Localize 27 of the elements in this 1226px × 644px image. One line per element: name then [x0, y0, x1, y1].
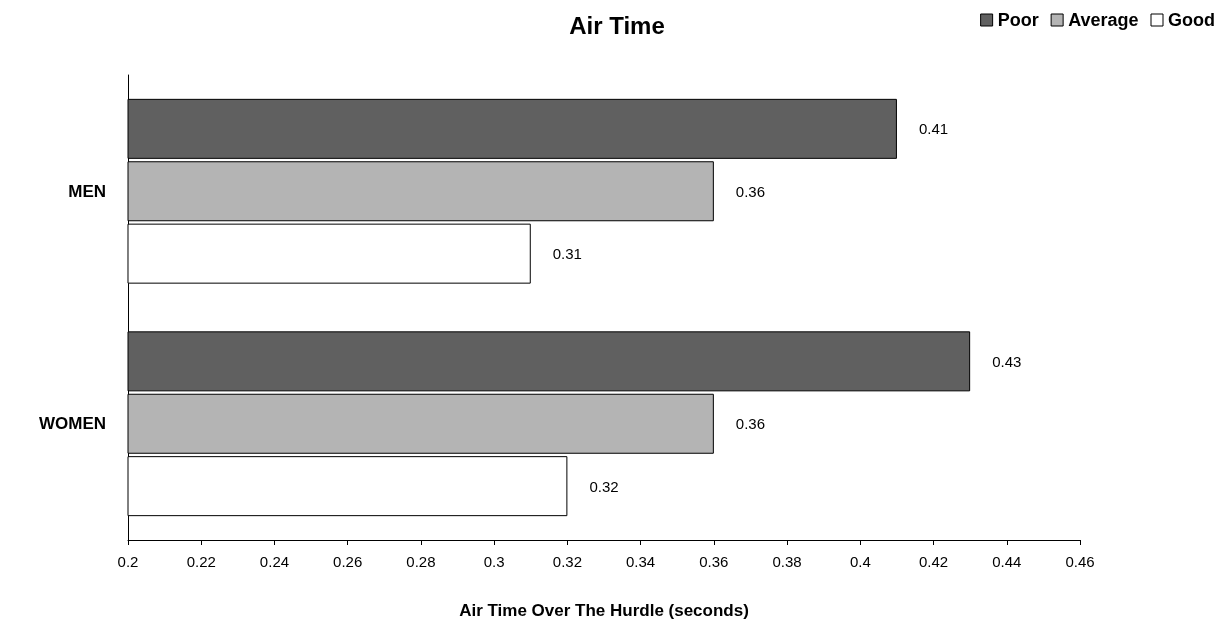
data-label: 0.36: [735, 415, 766, 433]
data-label: 0.36: [735, 182, 766, 200]
x-tick-label: 0.44: [992, 553, 1022, 570]
x-tick-label: 0.34: [626, 553, 656, 570]
data-label: 0.43: [992, 352, 1022, 370]
x-tick-label: 0.42: [918, 553, 949, 570]
data-label: 0.31: [552, 245, 582, 263]
x-tick-label: 0.26: [333, 553, 363, 570]
x-tick-label: 0.46: [1065, 553, 1095, 570]
x-tick-label: 0.38: [772, 553, 802, 570]
x-tick-label: 0.36: [699, 553, 729, 570]
x-tick-label: 0.32: [552, 553, 582, 570]
x-tick-label: 0.22: [186, 553, 216, 570]
data-label: 0.32: [589, 477, 619, 495]
x-tick-label: 0.2: [117, 553, 139, 570]
data-label: 0.41: [918, 120, 949, 138]
legend-label: Poor: [997, 10, 1039, 30]
x-tick-label: 0.28: [406, 553, 436, 570]
chart-title: Air Time: [569, 11, 665, 39]
x-axis-title: Air Time Over The Hurdle (seconds): [459, 601, 749, 620]
x-tick-label: 0.4: [849, 553, 871, 570]
x-tick-label: 0.24: [259, 553, 290, 570]
legend-label: Good: [1168, 10, 1216, 30]
x-tick-label: 0.3: [483, 553, 505, 570]
legend-label: Average: [1068, 10, 1139, 30]
y-tick-label: WOMEN: [38, 414, 106, 434]
y-tick-label: MEN: [68, 181, 106, 201]
